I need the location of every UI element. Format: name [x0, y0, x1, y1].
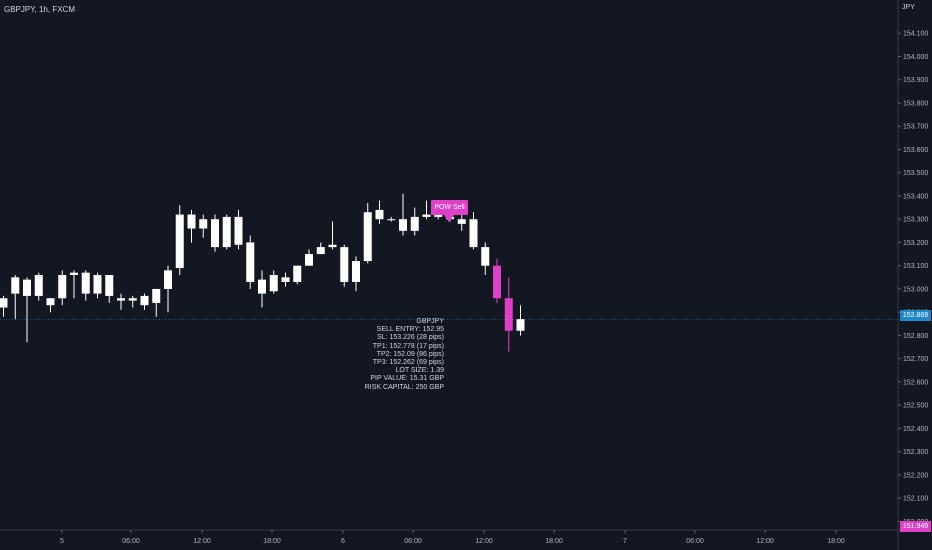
current-price-tag: 152.869: [900, 310, 931, 321]
pow-sell-signal: POW Sell: [431, 200, 468, 215]
y-tick-label: 153.800: [903, 100, 928, 107]
candle-body: [199, 219, 208, 229]
candle-body: [387, 219, 396, 221]
y-tick-label: 152.400: [903, 426, 928, 433]
candle-body: [281, 277, 290, 282]
candle-body: [316, 247, 325, 255]
candle-body: [516, 319, 525, 331]
candle-body: [105, 275, 114, 296]
low-price-tag: 151.949: [900, 521, 931, 532]
x-tick-label: 06:00: [122, 538, 140, 545]
trade-info-box: GBPJPY SELL ENTRY: 152.95 SL: 153.226 (2…: [360, 318, 444, 392]
y-tick-label: 152.300: [903, 449, 928, 456]
y-tick-label: 153.300: [903, 217, 928, 224]
y-tick-label: 153.600: [903, 147, 928, 154]
candle-body: [493, 265, 501, 299]
candle-body: [211, 219, 219, 248]
currency-unit: JPY: [902, 4, 915, 11]
candle-body: [457, 219, 466, 224]
candle-body: [375, 209, 384, 220]
candle-body: [140, 295, 149, 306]
candle-body: [81, 272, 90, 294]
y-tick-label: 153.400: [903, 193, 928, 200]
y-tick-label: 153.900: [903, 77, 928, 84]
y-tick-label: 152.600: [903, 379, 928, 386]
symbol-legend: GBPJPY, 1h, FXCM: [4, 5, 75, 14]
info-line: LOT SIZE: 1.39: [395, 367, 444, 375]
y-tick-label: 153.200: [903, 240, 928, 247]
y-tick-label: 154.000: [903, 54, 928, 61]
info-line: TP1: 152.778 (17 pips): [372, 342, 444, 350]
info-line: SELL ENTRY: 152.95: [376, 326, 444, 334]
candle-body: [422, 214, 431, 217]
candle-body: [23, 279, 31, 296]
y-tick-label: 152.700: [903, 356, 928, 363]
candle-body: [58, 275, 67, 299]
candle-body: [11, 277, 20, 294]
candle-body: [434, 214, 443, 217]
candle-body: [258, 279, 266, 294]
x-tick-label: 6: [341, 538, 345, 545]
candle-body: [504, 298, 513, 331]
info-line: TP3: 152.262 (69 pips): [372, 359, 444, 367]
candle-body: [305, 254, 313, 266]
candle-body: [340, 247, 349, 282]
candle-body: [481, 247, 490, 266]
candle-body: [128, 298, 137, 301]
candle-body: [152, 288, 161, 303]
candle-body: [399, 219, 407, 231]
info-line: PIP VALUE: 15.31 GBP: [370, 375, 444, 383]
candle-body: [93, 275, 102, 294]
y-tick-label: 153.000: [903, 286, 928, 293]
y-tick-label: 153.500: [903, 170, 928, 177]
candle-body: [175, 214, 184, 269]
candle-body: [187, 214, 196, 229]
candle-body: [469, 219, 478, 248]
candle-body: [234, 216, 243, 245]
candle-body: [34, 275, 43, 296]
candle-body: [293, 265, 302, 282]
signal-pointer: [444, 215, 454, 222]
candle-body: [117, 298, 125, 301]
y-tick-label: 153.100: [903, 263, 928, 270]
y-tick-label: 152.500: [903, 403, 928, 410]
x-tick-label: 5: [60, 538, 64, 545]
x-tick-label: 12:00: [475, 538, 493, 545]
info-line: SL: 153.226 (28 pips): [377, 334, 444, 342]
y-tick-label: 153.700: [903, 124, 928, 131]
x-tick-label: 18:00: [827, 538, 845, 545]
x-tick-label: 12:00: [756, 538, 774, 545]
candle-body: [246, 242, 255, 282]
y-tick-label: 152.200: [903, 472, 928, 479]
info-line: RISK CAPITAL: 250 GBP: [364, 383, 444, 391]
candle-body: [222, 216, 231, 248]
candle-body: [70, 272, 78, 275]
y-tick-label: 152.800: [903, 333, 928, 340]
candle-body: [410, 216, 419, 231]
candle-body: [328, 244, 337, 248]
candle-body: [46, 298, 55, 306]
candle-body: [352, 261, 360, 282]
x-tick-label: 06:00: [404, 538, 422, 545]
y-tick-label: 152.100: [903, 496, 928, 503]
x-tick-label: 18:00: [263, 538, 281, 545]
candle-body: [0, 298, 8, 308]
y-tick-label: 154.100: [903, 31, 928, 38]
x-tick-label: 06:00: [686, 538, 704, 545]
info-line: TP2: 152.09 (86 pips): [376, 350, 444, 358]
candle-body: [164, 270, 172, 289]
info-line: GBPJPY: [416, 318, 444, 325]
x-tick-label: 12:00: [193, 538, 211, 545]
x-tick-label: 18:00: [545, 538, 563, 545]
candle-body: [363, 212, 372, 262]
candle-body: [269, 275, 278, 292]
x-tick-label: 7: [623, 538, 627, 545]
